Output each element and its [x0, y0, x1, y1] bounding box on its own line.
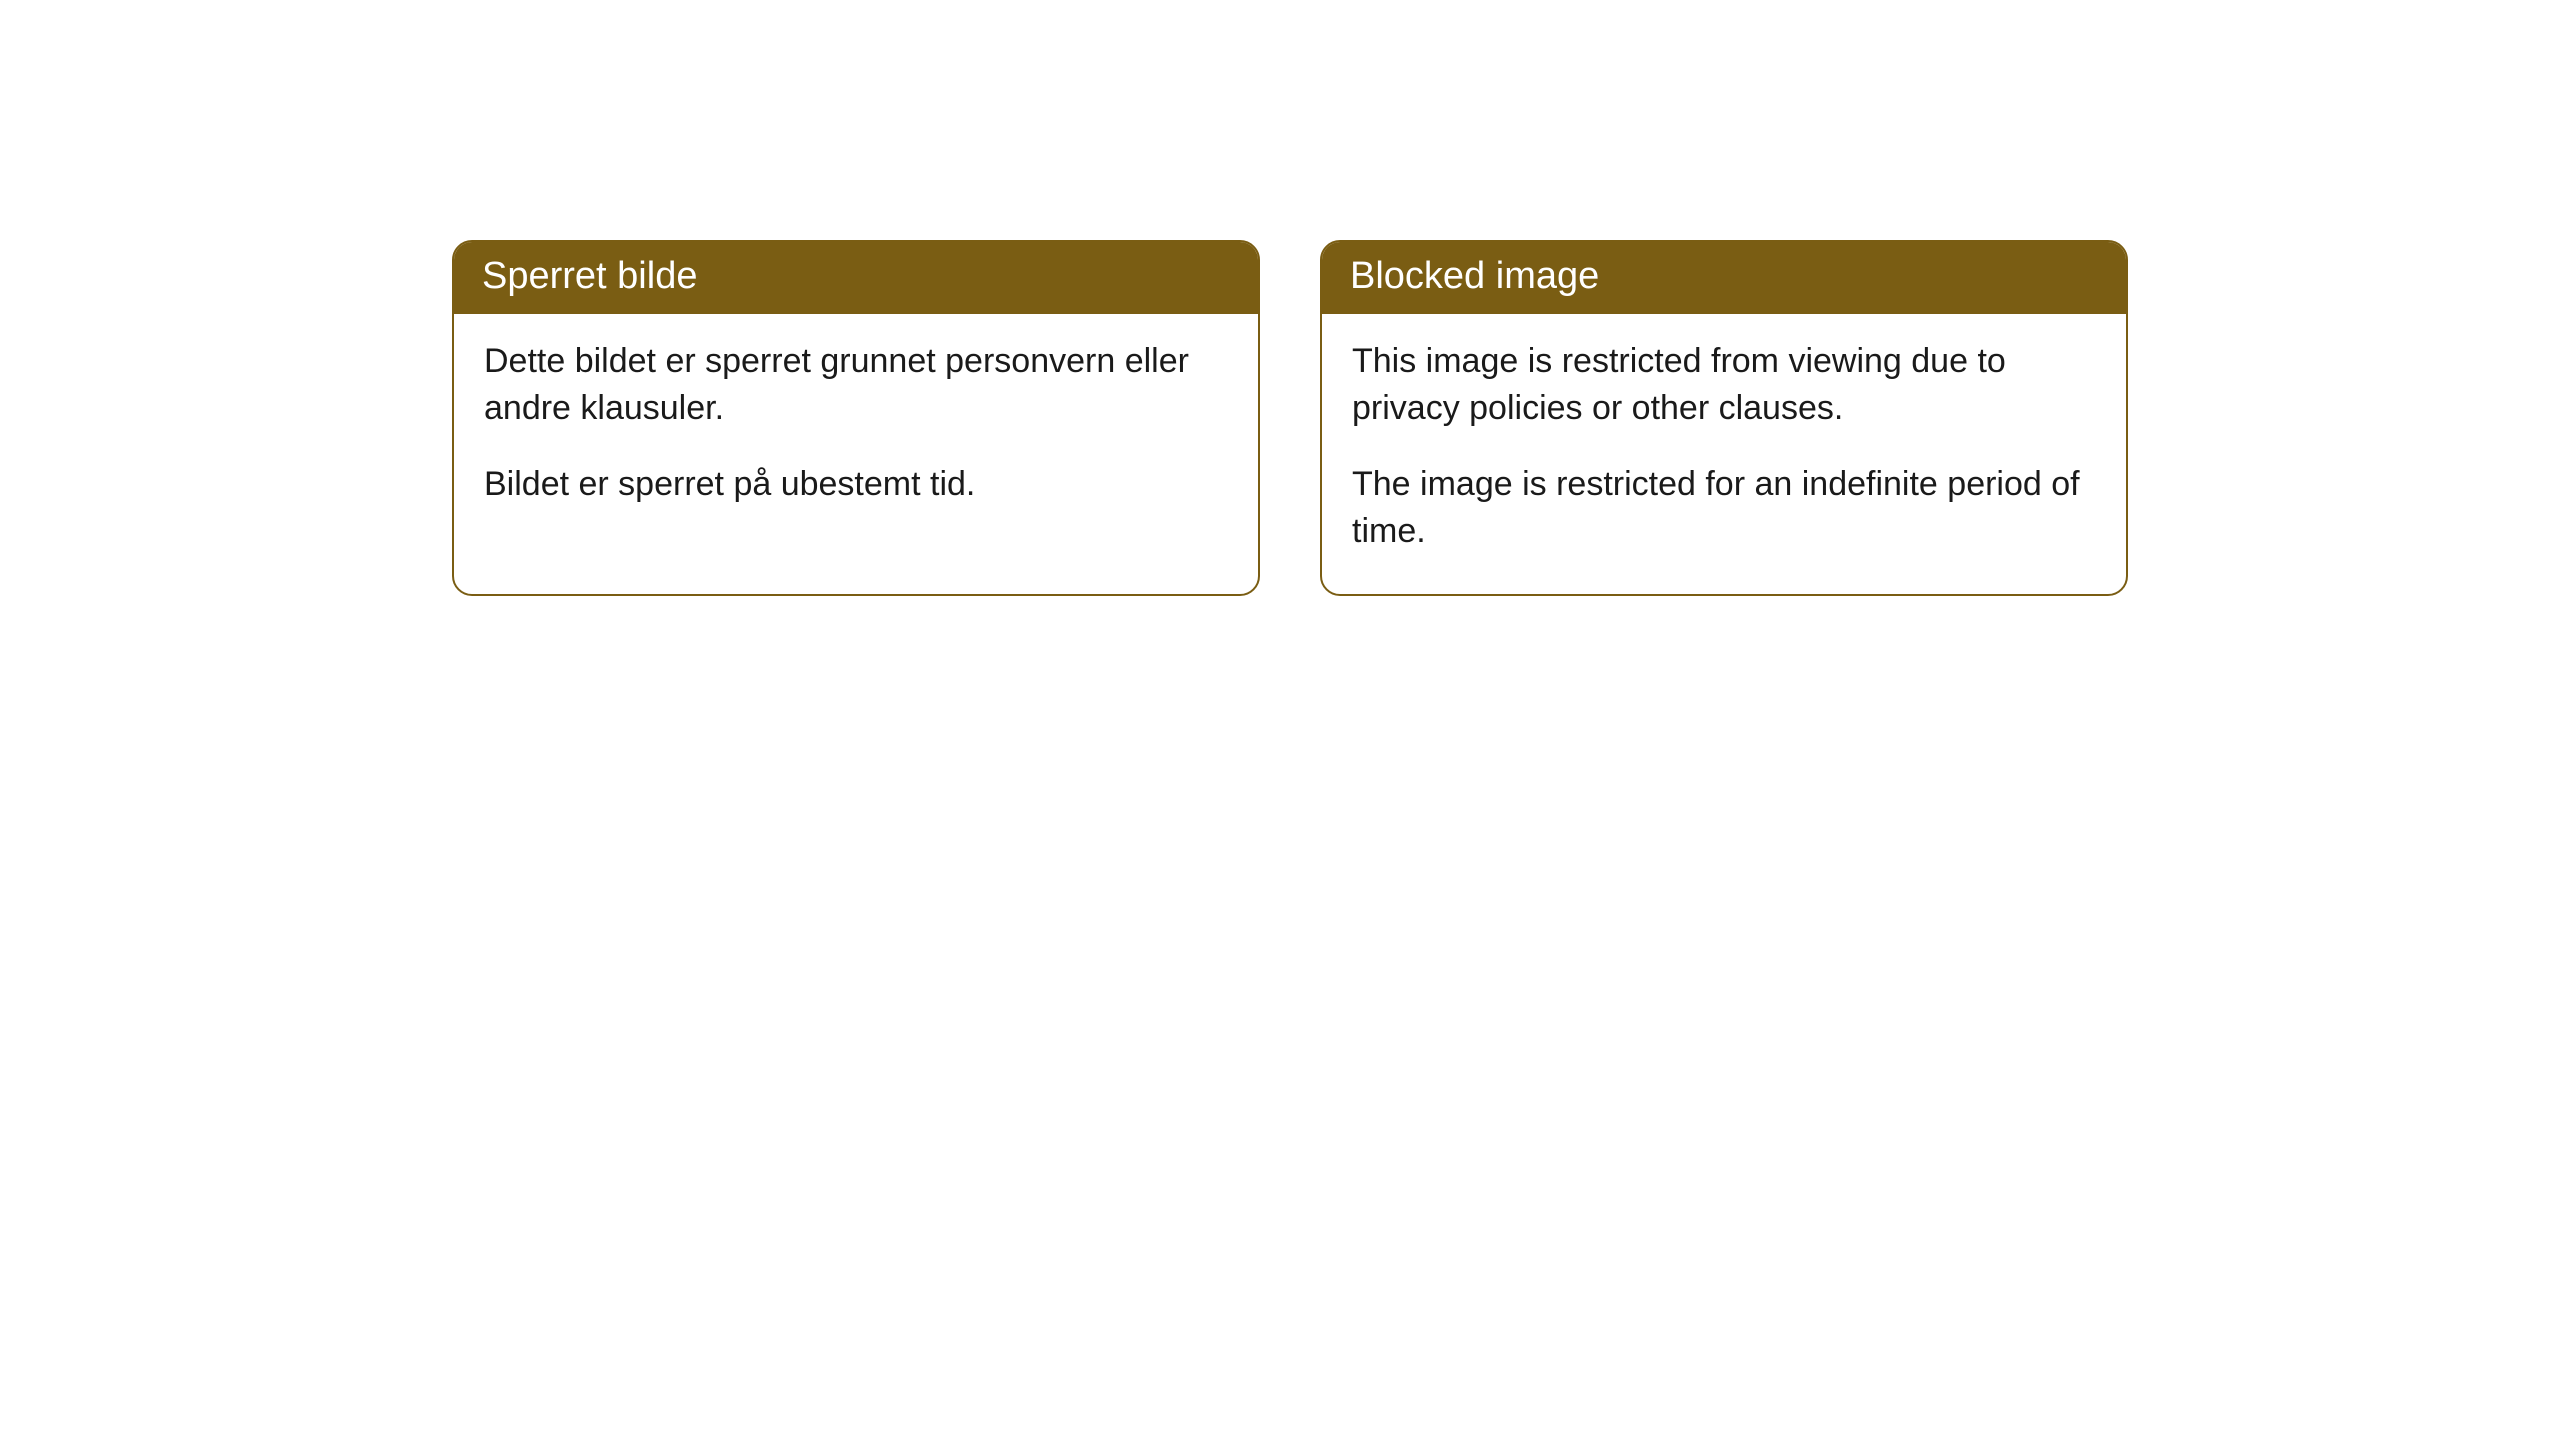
blocked-image-card-no: Sperret bilde Dette bildet er sperret gr…: [452, 240, 1260, 596]
notice-container: Sperret bilde Dette bildet er sperret gr…: [452, 240, 2128, 596]
card-paragraph-no-2: Bildet er sperret på ubestemt tid.: [484, 461, 1228, 509]
card-title-en: Blocked image: [1350, 255, 1599, 297]
card-paragraph-en-2: The image is restricted for an indefinit…: [1352, 461, 2096, 556]
card-title-no: Sperret bilde: [482, 255, 697, 297]
card-paragraph-no-1: Dette bildet er sperret grunnet personve…: [484, 338, 1228, 433]
card-header-no: Sperret bilde: [454, 242, 1258, 314]
card-paragraph-en-1: This image is restricted from viewing du…: [1352, 338, 2096, 433]
card-header-en: Blocked image: [1322, 242, 2126, 314]
blocked-image-card-en: Blocked image This image is restricted f…: [1320, 240, 2128, 596]
card-body-en: This image is restricted from viewing du…: [1322, 314, 2126, 594]
card-body-no: Dette bildet er sperret grunnet personve…: [454, 314, 1258, 547]
